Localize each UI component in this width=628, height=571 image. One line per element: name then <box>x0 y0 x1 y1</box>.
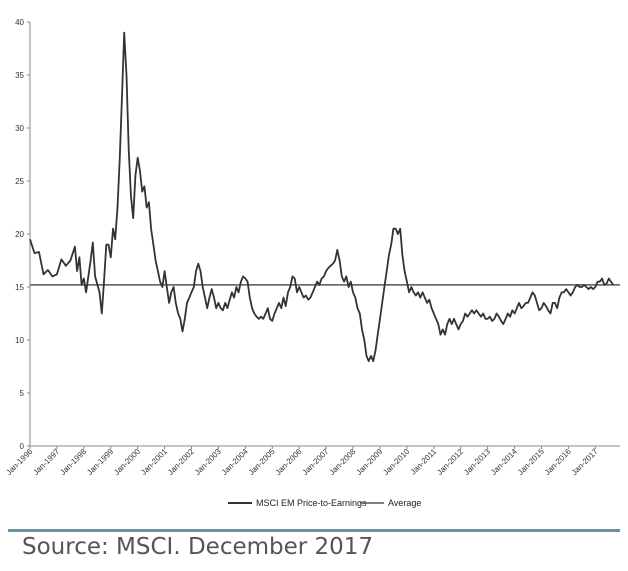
x-tick-label: Jan-2011 <box>409 447 439 477</box>
x-tick-label: Jan-2016 <box>543 447 573 477</box>
series-line-pe <box>29 31 615 363</box>
series-layer <box>29 31 620 363</box>
source-note: Source: MSCI. December 2017 <box>22 534 374 560</box>
y-tick-label: 0 <box>20 442 25 451</box>
y-axis: 0 5 10 15 20 25 30 35 40 <box>15 18 31 451</box>
x-tick-label: Jan-2002 <box>166 447 196 477</box>
x-tick-label: Jan-2004 <box>220 447 250 477</box>
x-tick-label: Jan-2006 <box>274 447 304 477</box>
x-tick-label: Jan-1999 <box>85 447 115 477</box>
x-tick-label: Jan-1998 <box>58 447 88 477</box>
x-tick-label: Jan-1997 <box>31 447 61 477</box>
y-tick-label: 25 <box>15 177 24 186</box>
x-tick-label: Jan-2014 <box>489 447 519 477</box>
x-tick-label: Jan-2001 <box>139 447 169 477</box>
y-tick-label: 15 <box>15 283 24 292</box>
x-tick-label: Jan-2013 <box>462 447 492 477</box>
x-tick-label: Jan-2005 <box>247 447 277 477</box>
legend-label-pe: MSCI EM Price-to-Earnings <box>256 498 367 508</box>
y-tick-label: 20 <box>15 230 24 239</box>
x-tick-label: Jan-2003 <box>193 447 223 477</box>
x-tick-label: Jan-1996 <box>4 447 34 477</box>
x-tick-label: Jan-2008 <box>328 447 358 477</box>
y-tick-label: 40 <box>15 18 24 27</box>
y-tick-label: 10 <box>15 336 24 345</box>
x-tick-label: Jan-2007 <box>301 447 331 477</box>
y-tick-label: 35 <box>15 71 24 80</box>
legend: MSCI EM Price-to-Earnings Average <box>228 498 421 508</box>
y-tick-label: 5 <box>20 389 25 398</box>
x-tick-label: Jan-2010 <box>381 447 411 477</box>
legend-label-average: Average <box>388 498 421 508</box>
y-tick-label: 30 <box>15 124 24 133</box>
divider <box>8 529 620 532</box>
x-tick-label: Jan-2015 <box>516 447 546 477</box>
x-tick-label: Jan-2009 <box>354 447 384 477</box>
x-tick-label: Jan-2012 <box>435 447 465 477</box>
x-tick-label: Jan-2017 <box>570 447 600 477</box>
x-tick-label: Jan-2000 <box>112 447 142 477</box>
x-axis: Jan-1996Jan-1997Jan-1998Jan-1999Jan-2000… <box>4 445 620 477</box>
